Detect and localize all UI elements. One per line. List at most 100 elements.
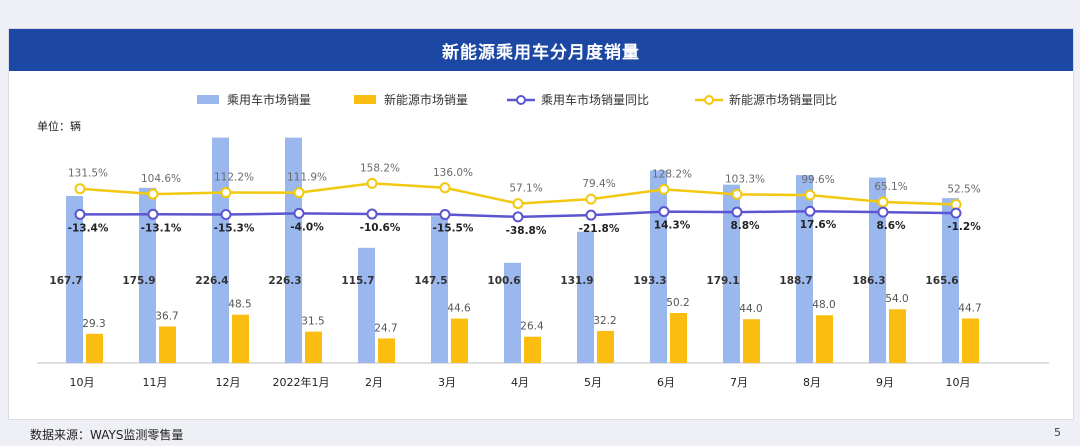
bar-nev-label-9: 44.0 bbox=[739, 303, 762, 315]
nev-yoy-label-3: 111.9% bbox=[287, 172, 327, 184]
bar-passenger-label-9: 179.1 bbox=[706, 275, 739, 287]
passenger-yoy-point-5 bbox=[439, 209, 451, 221]
bar-passenger-label-7: 131.9 bbox=[560, 275, 593, 287]
passenger-yoy-label-10: 17.6% bbox=[800, 219, 837, 231]
x-tick-label-5: 3月 bbox=[438, 376, 456, 389]
bar-passenger-label-0: 167.7 bbox=[49, 275, 82, 287]
bar-nev-label-12: 44.7 bbox=[958, 302, 981, 314]
bar-nev-8 bbox=[670, 313, 687, 363]
legend-label-1: 新能源市场销量 bbox=[384, 92, 468, 107]
page-number: 5 bbox=[1054, 426, 1061, 439]
nev-yoy-label-0: 131.5% bbox=[68, 168, 108, 180]
passenger-yoy-label-8: 14.3% bbox=[654, 220, 691, 232]
nev-yoy-point-0 bbox=[74, 183, 86, 195]
nev-yoy-label-1: 104.6% bbox=[141, 173, 181, 185]
x-tick-label-1: 11月 bbox=[143, 376, 168, 389]
bar-passenger-label-3: 226.3 bbox=[268, 275, 301, 287]
nev-yoy-point-11 bbox=[877, 196, 889, 208]
nev-yoy-point-6 bbox=[512, 198, 524, 210]
passenger-yoy-point-11 bbox=[877, 206, 889, 218]
x-tick-label-10: 8月 bbox=[803, 376, 821, 389]
passenger-yoy-point-6 bbox=[512, 211, 524, 223]
bar-passenger-label-1: 175.9 bbox=[122, 275, 155, 287]
bar-nev-label-8: 50.2 bbox=[666, 297, 689, 309]
passenger-yoy-point-7 bbox=[585, 209, 597, 221]
bar-passenger-label-5: 147.5 bbox=[414, 275, 447, 287]
bar-passenger-label-11: 186.3 bbox=[852, 275, 885, 287]
x-tick-label-2: 12月 bbox=[216, 376, 241, 389]
nev-yoy-label-11: 65.1% bbox=[874, 181, 907, 193]
passenger-yoy-label-6: -38.8% bbox=[506, 225, 547, 237]
nev-yoy-label-4: 158.2% bbox=[360, 162, 400, 174]
passenger-yoy-label-5: -15.5% bbox=[433, 223, 474, 235]
bar-passenger-11 bbox=[869, 177, 886, 363]
bar-nev-7 bbox=[597, 330, 614, 363]
bar-nev-12 bbox=[962, 318, 979, 363]
nev-yoy-point-3 bbox=[293, 187, 305, 199]
bar-nev-2 bbox=[232, 314, 249, 363]
passenger-yoy-label-12: -1.2% bbox=[947, 221, 981, 233]
bar-passenger-10 bbox=[796, 175, 813, 363]
bar-passenger-1 bbox=[139, 187, 156, 363]
passenger-yoy-point-1 bbox=[147, 208, 159, 220]
bar-nev-label-3: 31.5 bbox=[301, 316, 324, 328]
passenger-yoy-point-2 bbox=[220, 209, 232, 221]
bar-nev-10 bbox=[816, 315, 833, 363]
bar-nev-6 bbox=[524, 336, 541, 363]
bar-nev-1 bbox=[159, 326, 176, 363]
nev-yoy-point-10 bbox=[804, 189, 816, 201]
x-tick-label-11: 9月 bbox=[876, 376, 894, 389]
data-source-note: 数据来源：WAYS监测零售量 bbox=[30, 428, 184, 442]
x-tick-label-7: 5月 bbox=[584, 376, 602, 389]
bar-passenger-6 bbox=[504, 262, 521, 363]
x-tick-label-12: 10月 bbox=[946, 376, 971, 389]
bar-passenger-5 bbox=[431, 216, 448, 363]
chart-title-bar: 新能源乘用车分月度销量 bbox=[9, 29, 1073, 71]
bar-nev-label-11: 54.0 bbox=[885, 293, 908, 305]
bar-nev-0 bbox=[86, 333, 103, 363]
passenger-yoy-label-0: -13.4% bbox=[68, 222, 109, 234]
passenger-yoy-point-9 bbox=[731, 206, 743, 218]
passenger-yoy-label-9: 8.8% bbox=[730, 220, 760, 232]
bar-passenger-label-6: 100.6 bbox=[487, 275, 520, 287]
nev-yoy-label-8: 128.2% bbox=[652, 168, 692, 180]
passenger-yoy-point-3 bbox=[293, 207, 305, 219]
legend-swatch-0 bbox=[197, 95, 219, 104]
nev-yoy-point-7 bbox=[585, 193, 597, 205]
passenger-yoy-label-4: -10.6% bbox=[360, 222, 401, 234]
nev-yoy-label-2: 112.2% bbox=[214, 172, 254, 184]
bar-nev-3 bbox=[305, 331, 322, 363]
bar-nev-5 bbox=[451, 318, 468, 363]
chart-title: 新能源乘用车分月度销量 bbox=[442, 42, 640, 63]
bar-nev-label-5: 44.6 bbox=[447, 303, 471, 315]
bar-passenger-label-12: 165.6 bbox=[925, 275, 958, 287]
passenger-yoy-point-0 bbox=[74, 208, 86, 220]
bar-nev-9 bbox=[743, 319, 760, 363]
nev-yoy-point-5 bbox=[439, 182, 451, 194]
bar-passenger-8 bbox=[650, 170, 667, 363]
nev-yoy-label-12: 52.5% bbox=[947, 184, 980, 196]
nev-yoy-point-8 bbox=[658, 183, 670, 195]
bar-passenger-12 bbox=[942, 198, 959, 363]
passenger-yoy-label-2: -15.3% bbox=[214, 223, 255, 235]
chart-card: 新能源乘用车分月度销量 乘用车市场销量 新能源市场销量 乘用车市场销量同比 新能源市场… bbox=[8, 28, 1074, 420]
legend-label-0: 乘用车市场销量 bbox=[227, 92, 311, 107]
x-tick-label-8: 6月 bbox=[657, 376, 675, 389]
nev-yoy-label-7: 79.4% bbox=[582, 178, 615, 190]
passenger-yoy-point-8 bbox=[658, 206, 670, 218]
bar-passenger-label-10: 188.7 bbox=[779, 275, 812, 287]
bar-nev-label-10: 48.0 bbox=[812, 299, 835, 311]
legend-marker-2 bbox=[516, 95, 526, 105]
bar-passenger-4 bbox=[358, 247, 375, 363]
nev-yoy-label-10: 99.6% bbox=[801, 174, 834, 186]
passenger-yoy-label-1: -13.1% bbox=[141, 222, 182, 234]
passenger-yoy-point-12 bbox=[950, 207, 962, 219]
nev-yoy-point-4 bbox=[366, 177, 378, 189]
bar-nev-label-4: 24.7 bbox=[374, 322, 397, 334]
unit-label: 单位：辆 bbox=[37, 119, 81, 133]
bar-passenger-9 bbox=[723, 184, 740, 363]
nev-yoy-point-2 bbox=[220, 187, 232, 199]
x-tick-label-3: 2022年1月 bbox=[273, 375, 330, 389]
passenger-yoy-point-4 bbox=[366, 208, 378, 220]
